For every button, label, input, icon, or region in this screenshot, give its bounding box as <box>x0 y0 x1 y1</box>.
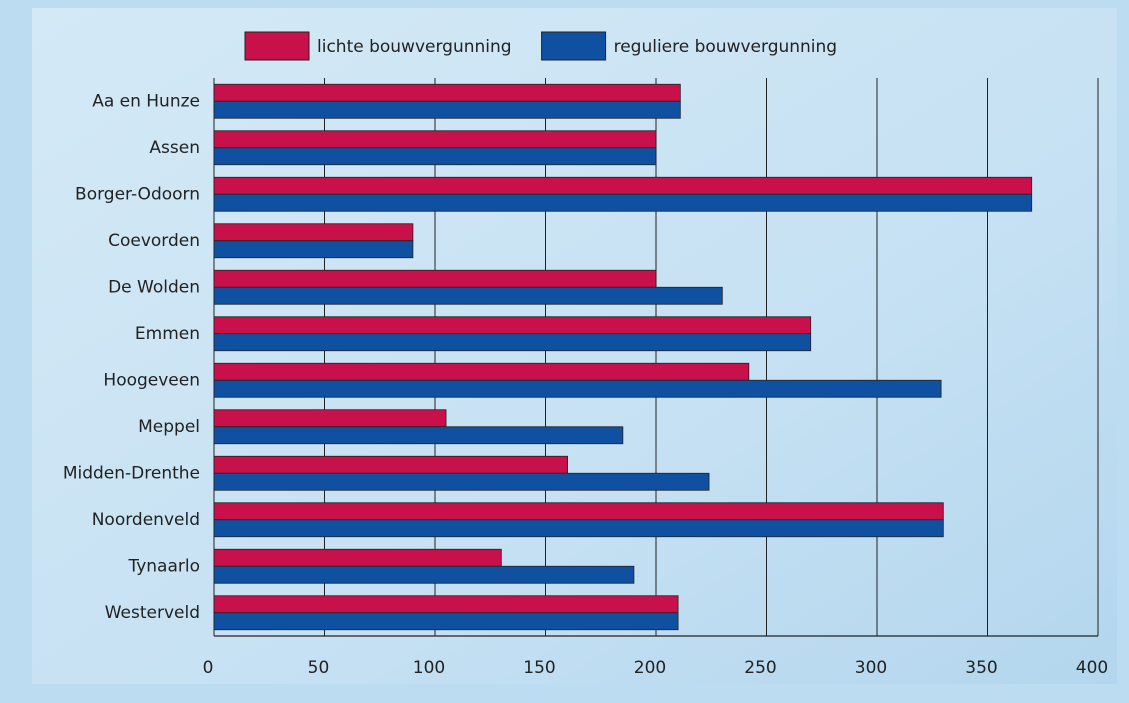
bar <box>213 286 723 305</box>
bar <box>213 130 657 149</box>
bar <box>213 269 657 288</box>
bar <box>213 409 447 428</box>
y-tick-label: Emmen <box>135 324 200 344</box>
x-tick-label: 350 <box>965 658 997 678</box>
bar <box>213 333 812 352</box>
bar <box>213 519 944 538</box>
x-tick-label: 100 <box>413 658 445 678</box>
y-tick-label: Noordenveld <box>92 510 200 530</box>
legend-swatch <box>244 31 310 61</box>
x-tick-label: 150 <box>523 658 555 678</box>
bar <box>213 100 681 119</box>
bar <box>213 455 569 474</box>
bar <box>213 83 681 102</box>
bar <box>213 502 944 521</box>
x-tick-label: 400 <box>1076 658 1108 678</box>
x-tick-label: 300 <box>855 658 887 678</box>
bar <box>213 472 710 491</box>
bar <box>213 362 750 381</box>
x-tick-label: 50 <box>308 658 330 678</box>
y-tick-label: Assen <box>149 138 200 158</box>
y-tick-label: Hoogeveen <box>103 370 200 390</box>
y-tick-label: Westerveld <box>105 603 200 623</box>
bar <box>213 240 414 259</box>
bar <box>213 426 624 445</box>
bar <box>213 548 502 567</box>
bar <box>213 316 812 335</box>
legend-label: lichte bouwvergunning <box>317 37 512 57</box>
x-tick-label: 200 <box>634 658 666 678</box>
bar <box>213 193 1033 212</box>
bar <box>213 565 635 584</box>
y-tick-label: De Wolden <box>108 277 200 297</box>
y-tick-label: Coevorden <box>108 231 200 251</box>
y-tick-label: Midden-Drenthe <box>63 463 200 483</box>
x-tick-label: 250 <box>744 658 776 678</box>
bar <box>213 147 657 166</box>
y-tick-label: Tynaarlo <box>127 556 200 576</box>
x-tick-label: 0 <box>203 658 214 678</box>
bar <box>213 612 679 631</box>
legend-swatch <box>541 31 607 61</box>
bar <box>213 176 1033 195</box>
y-tick-label: Aa en Hunze <box>92 91 200 111</box>
y-tick-label: Borger-Odoorn <box>75 184 200 204</box>
bar <box>213 379 942 398</box>
legend-label: reguliere bouwvergunning <box>614 37 838 57</box>
bar <box>213 223 414 242</box>
bar <box>213 595 679 614</box>
y-tick-label: Meppel <box>138 417 200 437</box>
